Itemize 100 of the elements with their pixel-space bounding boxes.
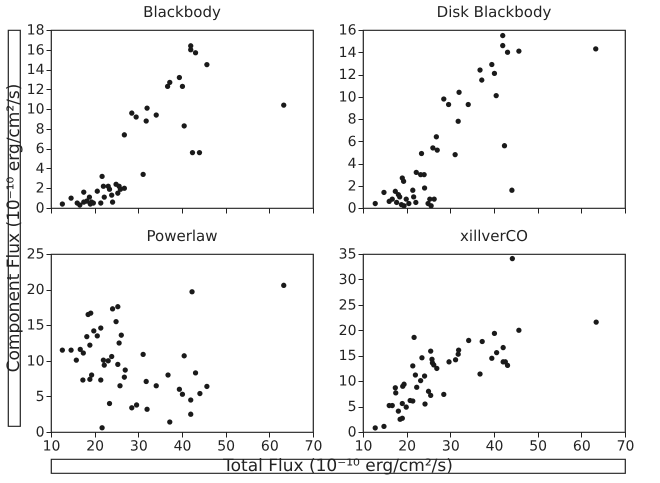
x-tick-label: 60 [572, 438, 591, 454]
point [418, 378, 424, 384]
chart-title: Powerlaw [146, 227, 218, 245]
point [192, 50, 198, 56]
point [509, 188, 515, 193]
point [196, 150, 202, 156]
point [110, 306, 116, 312]
point [410, 363, 416, 369]
point [154, 112, 159, 118]
point [84, 334, 90, 340]
point [99, 174, 105, 179]
point [190, 150, 196, 156]
point [188, 412, 194, 417]
point [122, 367, 128, 373]
point [100, 184, 106, 189]
point [393, 390, 398, 396]
point [372, 425, 378, 431]
point [396, 408, 402, 414]
x-tick-label: 20 [86, 438, 104, 454]
point [400, 416, 405, 421]
x-tick-label: 50 [529, 438, 548, 454]
point [88, 372, 94, 378]
point [78, 346, 83, 352]
point [197, 390, 203, 396]
point [434, 134, 440, 140]
point [182, 123, 187, 129]
point [113, 319, 119, 324]
point [100, 357, 106, 363]
point [502, 143, 508, 148]
point [492, 70, 498, 76]
point [434, 148, 440, 153]
point [430, 145, 436, 151]
point [115, 190, 120, 196]
y-tick-label: 5 [348, 399, 356, 416]
chart-title: Blackbody [143, 3, 221, 21]
point [99, 425, 105, 430]
point [516, 328, 522, 333]
y-tick-label: 25 [338, 297, 356, 314]
point [122, 186, 128, 191]
point [87, 342, 93, 348]
point [489, 62, 494, 68]
point [510, 256, 515, 262]
point [106, 186, 112, 192]
point [404, 404, 409, 410]
point [188, 397, 194, 403]
point [68, 195, 74, 201]
y-tick-label: 14 [338, 44, 357, 61]
point [167, 419, 172, 425]
point [381, 190, 387, 196]
point [593, 46, 598, 52]
point [392, 188, 398, 194]
point [116, 340, 122, 346]
point [98, 200, 104, 206]
point [176, 386, 182, 392]
point [189, 289, 195, 294]
point [422, 401, 428, 407]
point [165, 372, 171, 378]
point [381, 424, 387, 430]
point [400, 178, 406, 184]
point [110, 199, 116, 205]
y-tick-label: 0 [348, 200, 356, 216]
point [392, 385, 398, 390]
point [188, 47, 194, 52]
y-tick-label: 16 [338, 22, 357, 38]
point [422, 185, 428, 191]
y-tick-label: 25 [26, 246, 44, 262]
point [428, 392, 434, 398]
point [102, 194, 107, 200]
point [122, 374, 128, 380]
point [154, 383, 159, 388]
point [109, 192, 114, 198]
point [422, 373, 428, 379]
point [60, 201, 65, 207]
point [94, 333, 100, 339]
point [426, 388, 432, 394]
point [117, 383, 123, 388]
point [411, 334, 417, 340]
point [204, 62, 210, 68]
point [77, 202, 82, 208]
point [180, 84, 186, 90]
point [456, 352, 461, 357]
point [88, 310, 94, 316]
x-tick-label: 40 [486, 438, 504, 454]
point [419, 355, 425, 360]
y-tick-label: 8 [36, 121, 44, 138]
point [406, 200, 412, 206]
point [390, 196, 395, 202]
y-tick-label: 6 [36, 141, 45, 158]
y-tick-label: 12 [338, 67, 356, 83]
point [432, 196, 437, 202]
point [134, 114, 139, 120]
point [74, 357, 79, 363]
point [129, 110, 134, 116]
y-tick-label: 16 [26, 42, 45, 58]
point [434, 366, 440, 372]
y-tick-label: 14 [26, 62, 45, 78]
point [413, 200, 418, 206]
point [106, 358, 111, 364]
point [106, 400, 112, 406]
point [428, 203, 434, 208]
